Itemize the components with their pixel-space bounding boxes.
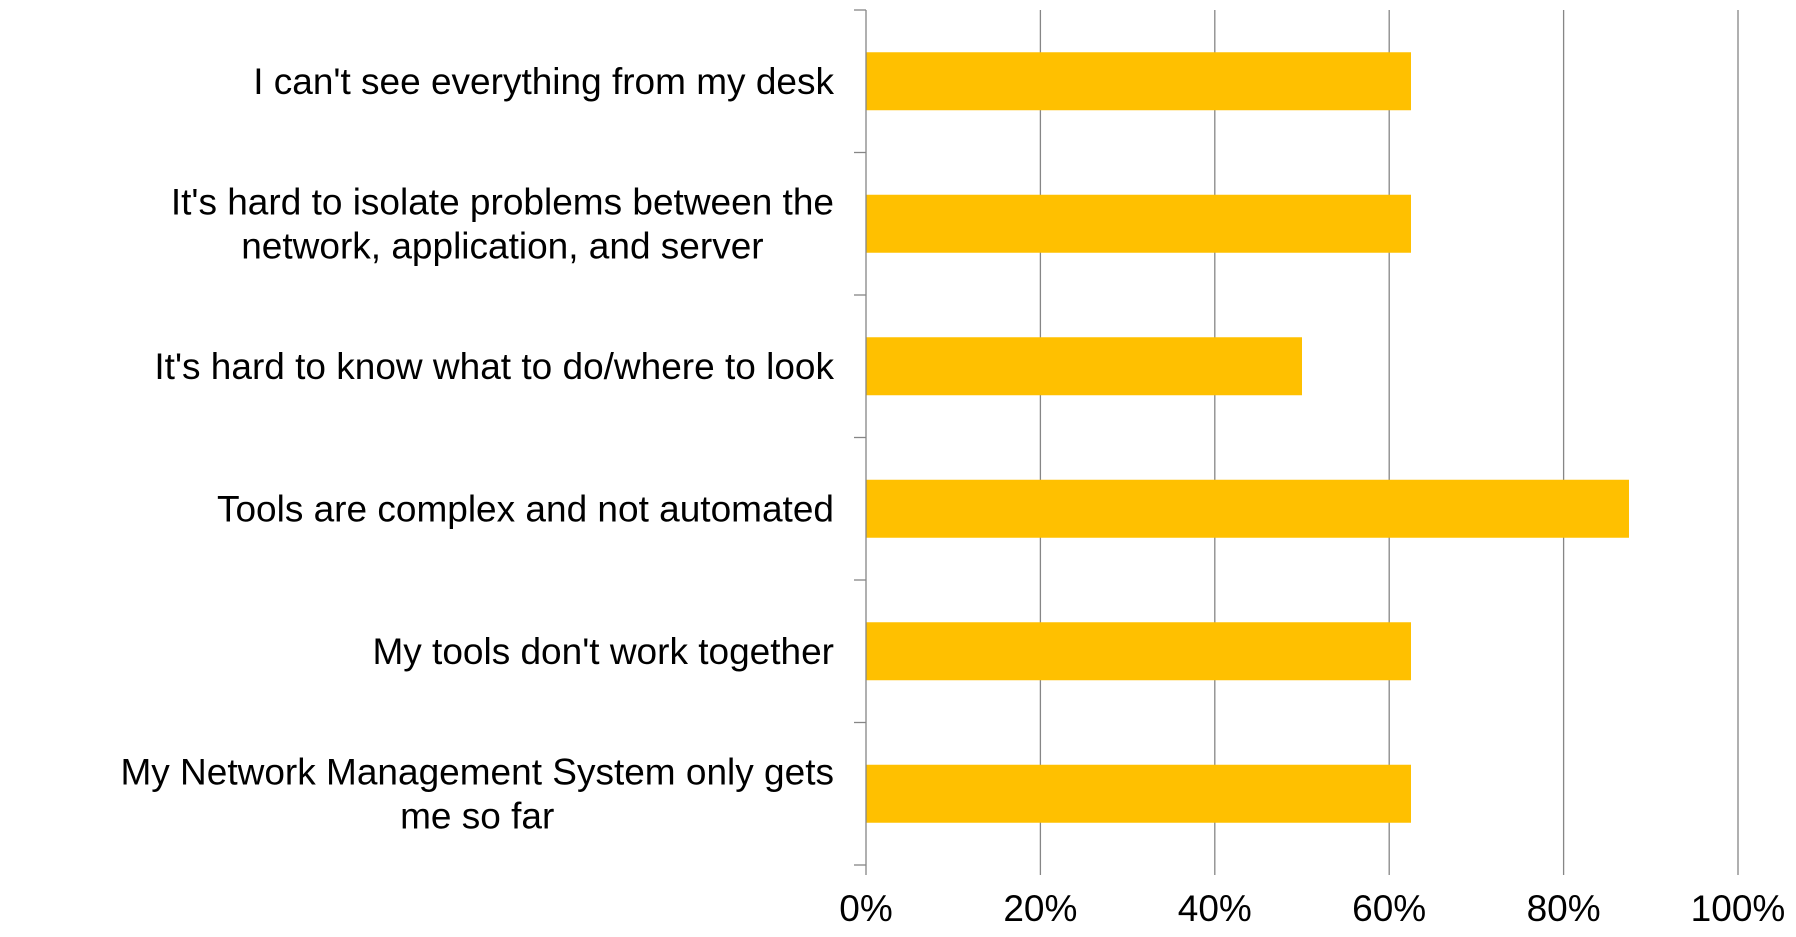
gridlines — [1039, 10, 1739, 865]
x-tick-label: 20% — [1003, 888, 1077, 929]
bar — [866, 337, 1302, 396]
category-label: Tools are complex and not automated — [217, 489, 834, 530]
x-tick-label: 0% — [839, 888, 892, 929]
category-label: My tools don't work together — [372, 631, 834, 672]
bar — [866, 194, 1411, 253]
category-labels: I can't see everything from my desk It's … — [120, 61, 834, 837]
x-tick-labels: 0% 20% 40% 60% 80% 100% — [839, 888, 1785, 929]
bars — [866, 52, 1629, 823]
category-label: My Network Management System only gets me… — [120, 752, 834, 837]
bar — [866, 479, 1629, 538]
bar — [866, 622, 1411, 681]
x-tick-label: 100% — [1691, 888, 1786, 929]
category-label: It's hard to know what to do/where to lo… — [154, 346, 834, 387]
axes — [854, 9, 1739, 875]
category-label: It's hard to isolate problems between th… — [171, 182, 834, 267]
x-tick-label: 40% — [1178, 888, 1252, 929]
bar — [866, 52, 1411, 111]
x-tick-label: 80% — [1527, 888, 1601, 929]
x-tick-label: 60% — [1352, 888, 1426, 929]
category-label: I can't see everything from my desk — [253, 61, 834, 102]
bar — [866, 764, 1411, 823]
